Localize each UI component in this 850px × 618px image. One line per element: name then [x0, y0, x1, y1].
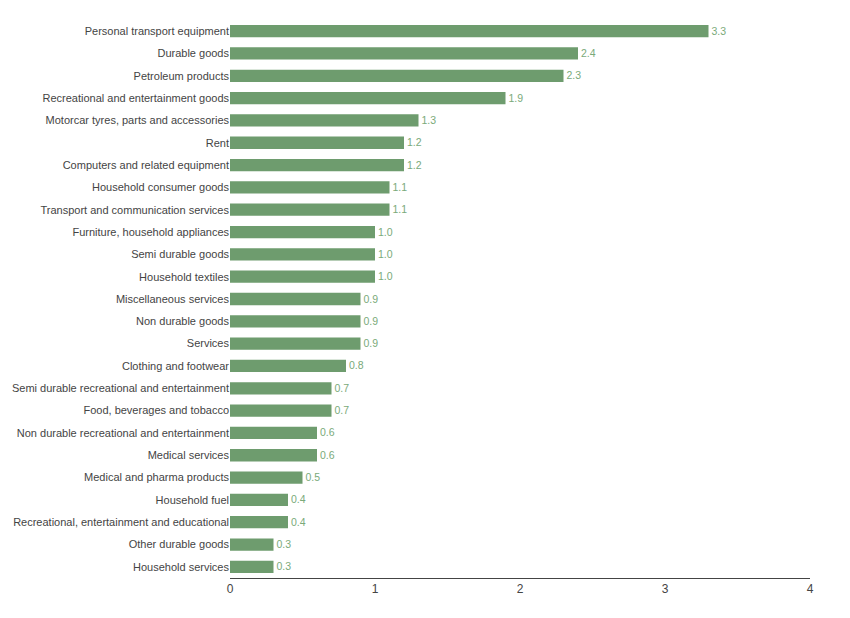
svg-text:1.2: 1.2 [407, 136, 422, 148]
svg-text:Recreational, entertainment an: Recreational, entertainment and educatio… [13, 516, 229, 528]
svg-text:Transport and communication se: Transport and communication services [40, 204, 229, 216]
svg-text:1.0: 1.0 [378, 226, 393, 238]
svg-text:3: 3 [662, 582, 669, 596]
svg-text:1.3: 1.3 [422, 114, 437, 126]
svg-text:0.8: 0.8 [349, 359, 364, 371]
svg-text:Non durable goods: Non durable goods [136, 315, 229, 327]
svg-text:Medical services: Medical services [148, 449, 230, 461]
svg-text:Food, beverages and tobacco: Food, beverages and tobacco [83, 404, 229, 416]
svg-text:Personal transport equipment: Personal transport equipment [85, 25, 229, 37]
svg-text:Durable goods: Durable goods [157, 47, 229, 59]
svg-text:Medical and pharma products: Medical and pharma products [84, 471, 229, 483]
svg-text:Other durable goods: Other durable goods [129, 538, 230, 550]
svg-text:3.3: 3.3 [712, 25, 727, 37]
svg-text:Recreational and entertainment: Recreational and entertainment goods [42, 92, 229, 104]
svg-text:Motorcar tyres, parts and acce: Motorcar tyres, parts and accessories [46, 114, 230, 126]
svg-text:Services: Services [187, 337, 230, 349]
svg-text:Semi durable recreational and: Semi durable recreational and entertainm… [12, 382, 229, 394]
svg-text:0.9: 0.9 [364, 315, 379, 327]
svg-text:1.0: 1.0 [378, 270, 393, 282]
svg-text:Household fuel: Household fuel [156, 494, 229, 506]
svg-text:0.6: 0.6 [320, 449, 335, 461]
svg-text:1.1: 1.1 [393, 203, 408, 215]
svg-text:Household services: Household services [133, 561, 229, 573]
svg-text:1.2: 1.2 [407, 159, 422, 171]
svg-text:0.4: 0.4 [291, 493, 306, 505]
svg-text:0.6: 0.6 [320, 426, 335, 438]
svg-text:4: 4 [807, 582, 814, 596]
svg-text:0.5: 0.5 [306, 471, 321, 483]
svg-text:Rent: Rent [206, 137, 229, 149]
svg-text:Clothing and footwear: Clothing and footwear [122, 360, 229, 372]
svg-text:0.3: 0.3 [277, 560, 292, 572]
svg-text:Non durable recreational and e: Non durable recreational and entertainme… [17, 427, 229, 439]
svg-text:0.7: 0.7 [335, 382, 350, 394]
svg-text:Semi durable goods: Semi durable goods [131, 248, 229, 260]
svg-text:0.7: 0.7 [335, 404, 350, 416]
svg-text:1.9: 1.9 [509, 92, 524, 104]
svg-text:Furniture, household appliance: Furniture, household appliances [72, 226, 229, 238]
svg-text:0: 0 [227, 582, 234, 596]
svg-text:2.3: 2.3 [567, 69, 582, 81]
svg-text:0.3: 0.3 [277, 538, 292, 550]
svg-text:Petroleum products: Petroleum products [134, 70, 230, 82]
svg-text:Miscellaneous services: Miscellaneous services [116, 293, 230, 305]
svg-text:1: 1 [372, 582, 379, 596]
svg-text:Household consumer goods: Household consumer goods [92, 181, 229, 193]
svg-text:Computers and related equipmen: Computers and related equipment [63, 159, 229, 171]
svg-text:2: 2 [517, 582, 524, 596]
svg-text:1.0: 1.0 [378, 248, 393, 260]
svg-text:0.4: 0.4 [291, 516, 306, 528]
svg-text:1.1: 1.1 [393, 181, 408, 193]
svg-text:0.9: 0.9 [364, 293, 379, 305]
svg-text:0.9: 0.9 [364, 337, 379, 349]
svg-text:Household textiles: Household textiles [139, 271, 229, 283]
svg-text:2.4: 2.4 [581, 47, 596, 59]
